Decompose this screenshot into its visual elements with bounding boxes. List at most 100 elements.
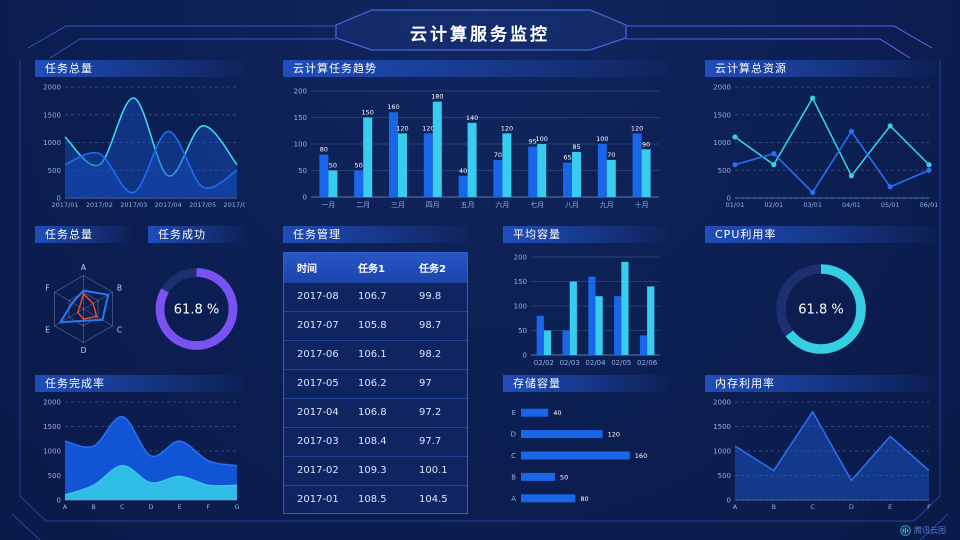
svg-text:65: 65 [563, 154, 571, 162]
task-management-table: 时间 任务1 任务2 2017-08 106.7 99.8 2017-07 105.8 98.7… [283, 252, 468, 514]
svg-text:120: 120 [631, 124, 643, 132]
svg-text:E: E [888, 503, 892, 511]
svg-text:E: E [178, 503, 182, 511]
panel-task-management: 任务管理 时间 任务1 任务2 2017-08 106.7 99.8 2017-07 105.… [283, 226, 468, 514]
svg-text:200: 200 [514, 254, 527, 262]
table-cell: 106.8 [345, 397, 406, 428]
table-header-cell: 时间 [284, 253, 345, 282]
tasks-total-line-chart: 0 500 1000 1500 2000 2017/01 2017/02 2017/03 201… [35, 77, 250, 213]
svg-text:90: 90 [642, 140, 650, 148]
panel-title-task-success: 任务成功 [148, 226, 245, 243]
svg-text:06/01: 06/01 [920, 201, 937, 209]
table-cell: 97.2 [406, 397, 467, 428]
svg-text:B: B [772, 503, 776, 511]
svg-text:61.8 %: 61.8 % [798, 303, 843, 318]
memory-utilization-line-chart: 0 500 1000 1500 2000 A B C D E F [705, 392, 937, 515]
avg-capacity-svg: 0 50 100 150 200 02/02 02/03 02/04 02/05 02/06 [514, 254, 660, 367]
svg-text:03/01: 03/01 [803, 201, 822, 209]
table-cell: 105.8 [345, 310, 406, 341]
panel-title-cloud-task-trend: 云计算任务趋势 [283, 60, 667, 77]
table-cell: 97.7 [406, 426, 467, 457]
svg-text:02/03: 02/03 [560, 359, 580, 367]
svg-text:160: 160 [635, 452, 647, 460]
svg-text:E: E [45, 325, 50, 334]
table-cell: 2017-06 [284, 339, 345, 370]
storage-capacity-svg: E 40 D 120 C 160 B 50 A 80 [511, 408, 647, 503]
svg-text:1000: 1000 [713, 139, 731, 147]
table-cell: 97 [406, 368, 467, 399]
svg-text:61.8 %: 61.8 % [174, 303, 219, 318]
svg-text:1500: 1500 [713, 111, 731, 119]
svg-text:180: 180 [431, 93, 443, 101]
svg-text:100: 100 [294, 141, 307, 149]
svg-text:2000: 2000 [43, 84, 61, 92]
svg-text:九月: 九月 [600, 200, 614, 209]
table-row: 2017-02 109.3 100.1 [284, 455, 467, 486]
svg-text:D: D [511, 431, 516, 439]
svg-text:二月: 二月 [356, 201, 370, 209]
svg-text:F: F [927, 503, 931, 511]
svg-text:40: 40 [553, 409, 561, 417]
svg-text:120: 120 [396, 124, 408, 132]
table-cell: 2017-05 [284, 368, 345, 399]
panel-title-cpu-utilization: CPU利用率 [705, 226, 937, 243]
svg-text:50: 50 [329, 162, 337, 170]
svg-text:C: C [120, 503, 125, 511]
panel-cloud-task-trend: 云计算任务趋势 0 50 100 150 200 一月 二月 三月 四月 五月 六月 七月 八月 九月 十月… [283, 60, 667, 213]
svg-text:0: 0 [727, 497, 731, 505]
svg-text:A: A [511, 495, 516, 503]
table-row: 2017-04 106.8 97.2 [284, 397, 467, 428]
cloud-total-resources-line-chart: 0 500 1000 1500 2000 01/01 02/01 03/01 04/01 05/0… [705, 77, 938, 213]
memory-utilization-svg: 0 500 1000 1500 2000 A B C D E F [713, 399, 931, 512]
svg-text:B: B [91, 503, 95, 511]
svg-text:80: 80 [320, 146, 328, 154]
svg-text:2017/01: 2017/01 [51, 201, 78, 209]
svg-text:95: 95 [529, 138, 537, 146]
panel-title-avg-capacity: 平均容量 [503, 226, 668, 243]
svg-text:E: E [512, 409, 516, 417]
svg-text:0: 0 [57, 497, 61, 505]
svg-text:0: 0 [523, 352, 527, 360]
svg-text:A: A [733, 503, 738, 511]
svg-text:70: 70 [607, 151, 615, 159]
svg-text:02/06: 02/06 [637, 359, 658, 367]
svg-text:05/01: 05/01 [881, 201, 900, 209]
table-cell: 2017-03 [284, 426, 345, 457]
tencent-cloud-logo-icon [900, 525, 911, 536]
svg-text:200: 200 [294, 88, 307, 96]
svg-text:150: 150 [294, 114, 307, 122]
svg-text:B: B [117, 284, 122, 293]
watermark-label: 腾讯云图 [914, 526, 946, 535]
table-row: 2017-08 106.7 99.8 [284, 281, 467, 312]
table-cell: 2017-04 [284, 397, 345, 428]
panel-title-task-management: 任务管理 [283, 226, 468, 243]
watermark: 腾讯云图 [900, 525, 946, 536]
svg-text:F: F [45, 284, 49, 293]
svg-text:500: 500 [718, 472, 731, 480]
panel-cpu-utilization: CPU利用率 61.8 % [705, 226, 937, 371]
table-cell: 98.7 [406, 310, 467, 341]
cpu-utilization-svg: 61.8 % [776, 264, 866, 354]
table-cell: 108.4 [345, 426, 406, 457]
svg-text:1500: 1500 [713, 423, 731, 431]
svg-text:2000: 2000 [713, 399, 731, 407]
table-cell: 106.7 [345, 281, 406, 312]
panel-avg-capacity: 平均容量 0 50 100 150 200 02/02 02/03 02/04 02/05 02/… [503, 226, 668, 371]
table-row: 2017-05 106.2 97 [284, 368, 467, 399]
svg-text:0: 0 [303, 194, 307, 202]
svg-text:1000: 1000 [43, 448, 61, 456]
svg-text:六月: 六月 [495, 200, 509, 209]
table-row: 2017-06 106.1 98.2 [284, 339, 467, 370]
svg-text:D: D [148, 503, 153, 511]
table-cell: 2017-02 [284, 455, 345, 486]
svg-text:120: 120 [608, 431, 620, 439]
svg-text:150: 150 [361, 109, 373, 117]
svg-text:2000: 2000 [713, 84, 731, 92]
svg-text:2000: 2000 [43, 399, 61, 407]
svg-text:160: 160 [387, 103, 399, 111]
svg-text:十月: 十月 [635, 200, 649, 209]
svg-text:500: 500 [48, 167, 61, 175]
table-cell: 2017-08 [284, 281, 345, 312]
svg-text:2017/04: 2017/04 [155, 201, 182, 209]
